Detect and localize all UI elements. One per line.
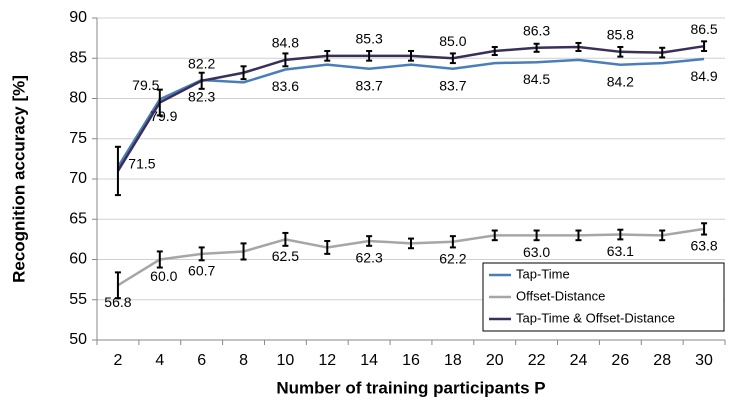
- error-bar: [533, 229, 540, 242]
- error-bar: [408, 237, 414, 250]
- error-bar: [114, 145, 121, 197]
- x-tick-label: 28: [653, 352, 671, 369]
- error-bar: [408, 50, 414, 62]
- x-tick-label: 16: [402, 352, 420, 369]
- data-label: 84.8: [272, 35, 299, 51]
- x-tick-label: 22: [528, 352, 546, 369]
- x-tick-label: 10: [277, 352, 295, 369]
- error-bar: [366, 50, 373, 62]
- x-tick-label: 4: [155, 352, 164, 369]
- error-bar: [156, 88, 163, 117]
- series-line: [116, 57, 705, 168]
- legend-box: [482, 262, 725, 332]
- x-tick-label: 24: [570, 352, 588, 369]
- legend-label: Tap-Time: [516, 266, 570, 281]
- error-bar: [575, 229, 582, 242]
- data-label: 60.7: [188, 263, 215, 279]
- legend-label: Tap-Time & Offset-Distance: [516, 310, 675, 325]
- x-tick-label: 18: [444, 352, 462, 369]
- legend-label: Offset-Distance: [516, 288, 605, 303]
- y-tick-label: 50: [69, 331, 87, 348]
- error-bar: [449, 235, 456, 249]
- y-tick-label: 85: [69, 49, 87, 66]
- data-label: 71.5: [128, 156, 155, 172]
- x-tick-label: 20: [486, 352, 504, 369]
- data-label: 79.5: [132, 77, 159, 93]
- data-label: 63.0: [523, 244, 550, 260]
- error-bar: [198, 246, 205, 262]
- error-bar: [282, 52, 289, 68]
- x-tick-label: 8: [239, 352, 248, 369]
- y-tick-label: 60: [69, 251, 87, 268]
- error-bar: [491, 45, 498, 57]
- x-tick-label: 12: [318, 352, 336, 369]
- data-label: 86.5: [690, 21, 717, 37]
- x-tick-label: 2: [113, 352, 122, 369]
- data-label: 83.7: [356, 77, 383, 93]
- error-bar: [366, 235, 373, 247]
- error-bar: [617, 228, 624, 241]
- data-label: 85.0: [439, 33, 466, 49]
- error-bar: [198, 71, 205, 90]
- data-label: 82.3: [188, 89, 215, 105]
- error-bar: [156, 250, 163, 269]
- data-label: 62.2: [439, 250, 466, 266]
- data-label: 84.5: [523, 71, 550, 87]
- y-tick-label: 80: [69, 90, 87, 107]
- data-label: 83.7: [439, 77, 466, 93]
- error-bar: [701, 40, 708, 53]
- data-label: 83.6: [272, 78, 299, 94]
- y-tick-label: 75: [69, 130, 87, 147]
- y-tick-label: 55: [69, 291, 87, 308]
- x-tick-label: 14: [360, 352, 378, 369]
- error-bar: [240, 65, 247, 81]
- error-bar: [114, 271, 121, 300]
- error-bar: [659, 229, 666, 242]
- y-tick-label: 65: [69, 210, 87, 227]
- data-label: 56.8: [104, 294, 131, 310]
- error-bar: [701, 222, 708, 236]
- data-label: 82.2: [188, 55, 215, 71]
- data-label: 86.3: [523, 22, 550, 38]
- data-label: 63.1: [607, 243, 634, 259]
- error-bar: [491, 229, 498, 242]
- data-label: 60.0: [150, 268, 177, 284]
- y-axis-title: Recognition accuracy [%]: [9, 75, 28, 283]
- data-label: 84.9: [690, 68, 717, 84]
- data-label: 85.8: [607, 27, 634, 43]
- data-label: 63.8: [690, 238, 717, 254]
- error-bar: [449, 52, 456, 65]
- error-bar: [324, 50, 331, 62]
- error-bar: [575, 41, 582, 53]
- data-label: 84.2: [607, 73, 634, 89]
- error-bar: [617, 45, 624, 58]
- data-label: 85.3: [356, 31, 383, 47]
- error-bar: [659, 46, 666, 59]
- x-tick-label: 30: [695, 352, 713, 369]
- error-bar: [533, 42, 540, 53]
- x-axis-title: Number of training participants P: [276, 378, 545, 397]
- error-bar: [282, 231, 289, 247]
- x-tick-label: 26: [611, 352, 629, 369]
- y-tick-label: 90: [69, 9, 87, 26]
- x-tick-label: 6: [197, 352, 206, 369]
- data-label: 62.3: [356, 250, 383, 266]
- data-label: 62.5: [272, 248, 299, 264]
- data-label: 79.9: [150, 108, 177, 124]
- error-bar: [324, 239, 331, 255]
- error-bar: [240, 242, 247, 261]
- y-tick-label: 70: [69, 170, 87, 187]
